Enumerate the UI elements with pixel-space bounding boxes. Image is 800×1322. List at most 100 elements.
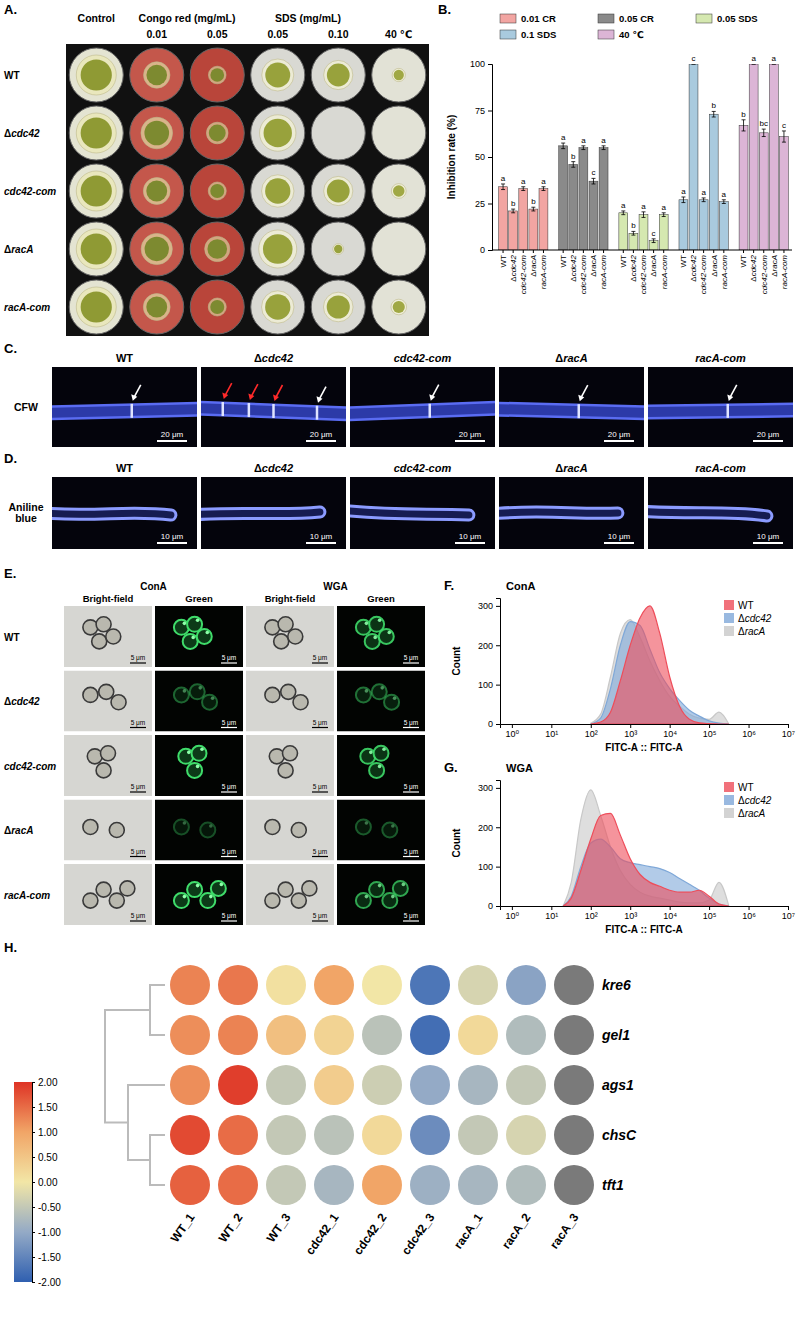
column-header: Green xyxy=(367,593,395,604)
row-label: kre6 xyxy=(602,977,631,993)
figure: A.ControlCongo red (mg/mL)SDS (mg/mL)40 … xyxy=(0,0,800,1322)
tick: 1.50 xyxy=(32,1102,58,1113)
axis: 10⁰10¹10²10³10⁴10⁵10⁶10⁷ xyxy=(501,724,796,739)
text-part: racA-com xyxy=(4,890,50,901)
bar xyxy=(519,189,528,250)
scale-bar xyxy=(753,542,783,544)
tick-label: 0 xyxy=(488,901,493,911)
tick-mark xyxy=(32,1282,35,1283)
tick: WT xyxy=(739,250,748,267)
tick-label: 200 xyxy=(478,641,493,651)
micrograph xyxy=(52,477,197,549)
tick: 10³ xyxy=(624,906,637,921)
stain-spot xyxy=(187,751,191,755)
scale-label: 10 μm xyxy=(310,532,333,541)
tick-label: 10⁶ xyxy=(742,911,756,921)
text-part: cdc42 xyxy=(509,254,518,276)
plate xyxy=(69,48,123,102)
row-label: cdc42-com xyxy=(4,761,56,772)
tick-label: 1.50 xyxy=(38,1102,58,1113)
legend-label: WT xyxy=(738,600,754,611)
tick-label: 100 xyxy=(478,862,493,872)
spore-stain xyxy=(183,634,198,649)
scale-label: 5 μm xyxy=(313,719,328,727)
scale-bar xyxy=(403,662,419,663)
spore xyxy=(109,823,124,838)
cell xyxy=(410,965,450,1005)
micrograph xyxy=(246,864,334,925)
micrograph xyxy=(52,367,197,447)
colony xyxy=(76,171,116,211)
tick-mark xyxy=(788,906,789,910)
spore-stain xyxy=(374,746,389,761)
scale-bar xyxy=(221,662,237,663)
cell xyxy=(458,1015,498,1055)
hypha xyxy=(52,513,171,515)
tick-label: Δcdc42 xyxy=(749,254,758,281)
spore xyxy=(291,893,306,908)
significance-letter: a xyxy=(601,136,606,145)
tick: cdc42-com xyxy=(639,250,648,294)
septum xyxy=(131,404,134,418)
spore-stain xyxy=(197,629,212,644)
tick-label: Δcdc42 xyxy=(569,254,578,281)
colony-center xyxy=(265,294,290,319)
significance-letter: a xyxy=(701,188,706,197)
micrograph xyxy=(64,606,152,667)
scale-label: 10 μm xyxy=(459,532,482,541)
significance-letter: c xyxy=(591,168,595,177)
text-part: blue xyxy=(15,512,37,524)
colony-center xyxy=(265,178,290,203)
tick: 10⁶ xyxy=(742,906,756,921)
hypha-wall xyxy=(52,409,197,413)
cell xyxy=(218,1165,258,1205)
colony xyxy=(324,60,353,89)
spore xyxy=(265,819,280,834)
septum xyxy=(578,404,581,418)
error-bar xyxy=(591,178,595,184)
error-bar xyxy=(681,197,685,203)
image-background xyxy=(246,864,334,925)
tick-label: ΔracA xyxy=(529,255,538,277)
tick-label: 100 xyxy=(478,680,493,690)
colony-center xyxy=(263,234,293,264)
hypha-wall xyxy=(499,409,644,413)
stain-spot xyxy=(365,622,369,626)
plate xyxy=(311,106,365,160)
hypha xyxy=(648,410,793,412)
colony xyxy=(76,229,116,269)
arrow-head xyxy=(131,394,137,401)
legend-swatch xyxy=(724,600,734,610)
plate xyxy=(190,222,244,276)
cell xyxy=(170,965,210,1005)
cell xyxy=(506,1165,546,1205)
axis: WTΔcdc42cdc42-comΔracAracA-com xyxy=(679,250,728,294)
spore-stain xyxy=(369,882,384,897)
scale-bar xyxy=(130,727,146,728)
significance-letter: c xyxy=(652,229,656,238)
tick: 10⁶ xyxy=(742,724,756,739)
colony-center xyxy=(210,300,224,314)
tick-label: 300 xyxy=(478,783,493,793)
cell xyxy=(410,1165,450,1205)
axis-title: Inhibition rate (%) xyxy=(446,115,457,199)
bar xyxy=(709,114,718,250)
scale-label: 10 μm xyxy=(757,532,780,541)
plate xyxy=(372,48,426,102)
scale-label: 5 μm xyxy=(131,783,146,791)
axis: 0100200300 xyxy=(478,781,501,912)
scale-bar xyxy=(306,440,336,442)
stain-spot xyxy=(209,895,213,899)
cell xyxy=(362,1115,402,1155)
stain-spot xyxy=(205,631,209,635)
stain-spot xyxy=(378,765,382,769)
colony-center xyxy=(146,65,167,86)
axis: 0255075100 xyxy=(470,59,493,255)
micrograph xyxy=(246,606,334,667)
axis-title: FITC-A :: FITC-A xyxy=(605,742,682,753)
plate xyxy=(190,164,244,218)
tick: 300 xyxy=(478,601,500,611)
tick: 100 xyxy=(470,59,492,69)
row-label: racA-com xyxy=(4,890,50,901)
legend-label: ΔracA xyxy=(738,626,766,637)
